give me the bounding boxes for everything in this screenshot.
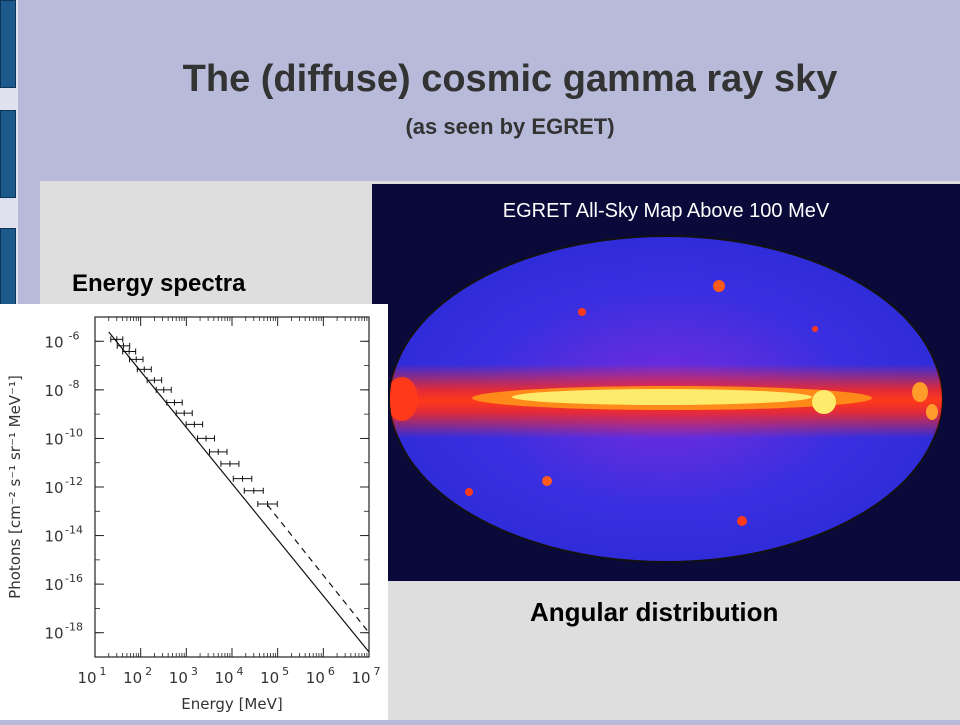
bright-source bbox=[390, 377, 418, 421]
x-tick-exponent: 4 bbox=[237, 665, 244, 678]
x-tick-label: 10 bbox=[351, 669, 370, 687]
y-tick-exponent: -14 bbox=[65, 524, 83, 537]
y-tick-label: 10 bbox=[44, 479, 63, 497]
slide-subtitle: (as seen by EGRET) bbox=[405, 114, 615, 139]
x-tick-exponent: 6 bbox=[328, 665, 335, 678]
x-axis-title: Energy [MeV] bbox=[181, 695, 282, 713]
y-tick-label: 10 bbox=[44, 625, 63, 643]
x-tick-label: 10 bbox=[169, 669, 188, 687]
galactic-plane-center bbox=[512, 389, 812, 405]
bright-source bbox=[912, 382, 928, 402]
energy-spectra-label: Energy spectra bbox=[72, 270, 246, 297]
x-tick-label: 10 bbox=[123, 669, 142, 687]
point-source bbox=[737, 516, 747, 526]
x-tick-label: 10 bbox=[260, 669, 279, 687]
y-axis-title: Photons [cm⁻² s⁻¹ sr⁻¹ MeV⁻¹] bbox=[6, 375, 24, 599]
sky-map-title: EGRET All-Sky Map Above 100 MeV bbox=[502, 200, 830, 222]
energy-spectrum-chart: 10 1 10 2 10 3 10 4 10 5 10 6 10 7 10 -6 10 -8 10 -10 10 -12 1… bbox=[0, 304, 388, 720]
bright-source bbox=[812, 390, 836, 414]
point-source bbox=[578, 308, 586, 316]
point-source bbox=[812, 326, 818, 332]
y-tick-label: 10 bbox=[44, 333, 63, 351]
y-tick-exponent: -18 bbox=[65, 621, 83, 634]
x-tick-label: 10 bbox=[214, 669, 233, 687]
y-tick-label: 10 bbox=[44, 430, 63, 448]
side-tab bbox=[0, 228, 16, 316]
bright-source bbox=[926, 404, 938, 420]
side-tab bbox=[0, 0, 16, 88]
x-tick-label: 10 bbox=[77, 669, 96, 687]
y-tick-exponent: -10 bbox=[65, 426, 83, 439]
x-tick-exponent: 7 bbox=[374, 665, 381, 678]
x-tick-exponent: 3 bbox=[191, 665, 198, 678]
point-source bbox=[465, 488, 473, 496]
x-tick-label: 10 bbox=[306, 669, 325, 687]
point-source bbox=[713, 280, 725, 292]
y-tick-exponent: -16 bbox=[65, 572, 83, 585]
angular-distribution-label: Angular distribution bbox=[530, 597, 779, 627]
sky-map-graphic bbox=[389, 235, 943, 563]
y-tick-label: 10 bbox=[44, 528, 63, 546]
point-source bbox=[542, 476, 552, 486]
y-tick-exponent: -8 bbox=[69, 378, 80, 391]
x-tick-exponent: 2 bbox=[145, 665, 152, 678]
y-tick-label: 10 bbox=[44, 576, 63, 594]
y-tick-exponent: -6 bbox=[69, 329, 80, 342]
side-tab bbox=[0, 110, 16, 198]
slide-title: The (diffuse) cosmic gamma ray sky bbox=[182, 58, 838, 100]
plot-frame bbox=[94, 316, 370, 658]
y-tick-label: 10 bbox=[44, 382, 63, 400]
sky-map-image: EGRET All-Sky Map Above 100 MeV bbox=[372, 184, 960, 581]
power-law-fit-line bbox=[108, 331, 370, 653]
x-tick-exponent: 5 bbox=[282, 665, 289, 678]
y-tick-exponent: -12 bbox=[65, 475, 83, 488]
dashed-fit-line bbox=[267, 504, 370, 634]
x-tick-exponent: 1 bbox=[100, 665, 107, 678]
